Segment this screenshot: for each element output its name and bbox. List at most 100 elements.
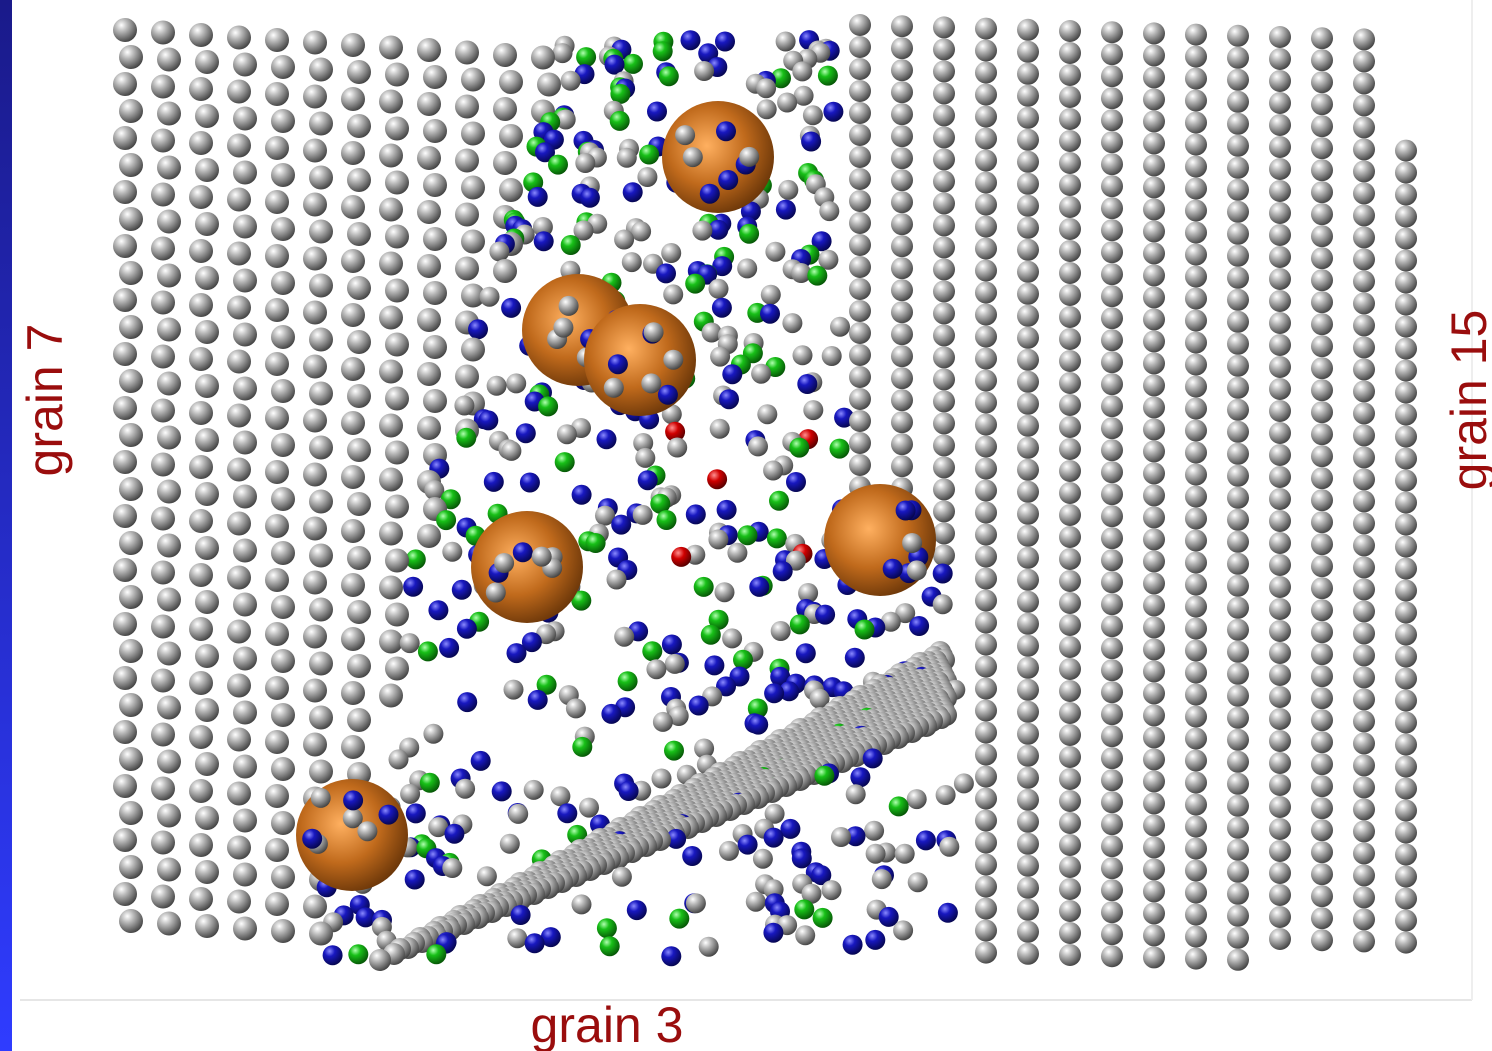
atom	[379, 522, 403, 546]
atom	[1311, 335, 1333, 357]
atom	[417, 524, 441, 548]
atom	[442, 858, 462, 878]
atom	[891, 411, 913, 433]
atom	[559, 296, 579, 316]
atom	[113, 774, 137, 798]
atom	[385, 495, 409, 519]
atom	[417, 308, 441, 332]
atom	[195, 158, 219, 182]
atom	[849, 14, 871, 36]
atom	[975, 700, 997, 722]
atom	[195, 752, 219, 776]
atom	[1143, 528, 1165, 550]
atom	[189, 401, 213, 425]
atom	[933, 148, 955, 170]
atom	[1311, 841, 1333, 863]
atom	[423, 65, 447, 89]
atom	[341, 735, 365, 759]
atom	[1227, 113, 1249, 135]
atom	[1185, 464, 1207, 486]
atom	[265, 190, 289, 214]
atom	[661, 243, 681, 263]
atom	[189, 23, 213, 47]
atom	[1227, 135, 1249, 157]
atom	[1269, 136, 1291, 158]
atom	[790, 614, 810, 634]
atom	[271, 271, 295, 295]
atom	[1059, 394, 1081, 416]
atom	[461, 338, 485, 362]
atom	[617, 148, 637, 168]
atom	[719, 389, 739, 409]
atom	[1269, 774, 1291, 796]
atom	[507, 643, 527, 663]
atom	[113, 720, 137, 744]
atom	[738, 835, 758, 855]
atom	[1017, 239, 1039, 261]
atom	[506, 373, 526, 393]
atom	[1227, 421, 1249, 443]
atom	[1311, 159, 1333, 181]
atom	[1017, 547, 1039, 569]
atom	[499, 124, 523, 148]
atom	[1185, 442, 1207, 464]
atom	[341, 681, 365, 705]
atom	[656, 263, 676, 283]
atom	[1059, 196, 1081, 218]
atom	[379, 684, 403, 708]
atom	[1395, 844, 1417, 866]
atom	[623, 54, 643, 74]
atom	[1059, 504, 1081, 526]
atom	[1353, 380, 1375, 402]
atom	[631, 221, 651, 241]
atom	[1311, 511, 1333, 533]
atom	[271, 487, 295, 511]
atom	[1353, 94, 1375, 116]
atom	[119, 639, 143, 663]
atom	[265, 460, 289, 484]
atom	[641, 373, 661, 393]
atom	[866, 844, 886, 864]
atom	[1059, 372, 1081, 394]
atom	[471, 751, 491, 771]
atom-render: grain 7 grain 15 grain 3	[0, 0, 1492, 1051]
atom	[849, 344, 871, 366]
atom	[343, 790, 363, 810]
atom	[1059, 86, 1081, 108]
atom	[1101, 417, 1123, 439]
atom	[1017, 195, 1039, 217]
atom	[1017, 657, 1039, 679]
atom	[610, 111, 630, 131]
atom	[195, 482, 219, 506]
atom	[793, 345, 813, 365]
atom	[1227, 905, 1249, 927]
atom	[341, 519, 365, 543]
atom	[1101, 549, 1123, 571]
atom	[1101, 43, 1123, 65]
atom	[113, 342, 137, 366]
atom	[1017, 151, 1039, 173]
atom	[1395, 382, 1417, 404]
atom	[1395, 492, 1417, 514]
atom	[1185, 112, 1207, 134]
atom	[1143, 638, 1165, 660]
atom	[151, 507, 175, 531]
atom	[550, 786, 570, 806]
atom	[1017, 943, 1039, 965]
atom	[938, 903, 958, 923]
atom	[347, 330, 371, 354]
atom	[1269, 26, 1291, 48]
atom	[1143, 836, 1165, 858]
atom	[933, 302, 955, 324]
atom	[831, 827, 851, 847]
atom	[1059, 614, 1081, 636]
atom	[385, 279, 409, 303]
atom	[1227, 47, 1249, 69]
atom	[493, 151, 517, 175]
atom	[1269, 70, 1291, 92]
atom	[1185, 596, 1207, 618]
atom	[975, 546, 997, 568]
atom	[189, 887, 213, 911]
atom	[454, 396, 474, 416]
atom	[699, 937, 719, 957]
